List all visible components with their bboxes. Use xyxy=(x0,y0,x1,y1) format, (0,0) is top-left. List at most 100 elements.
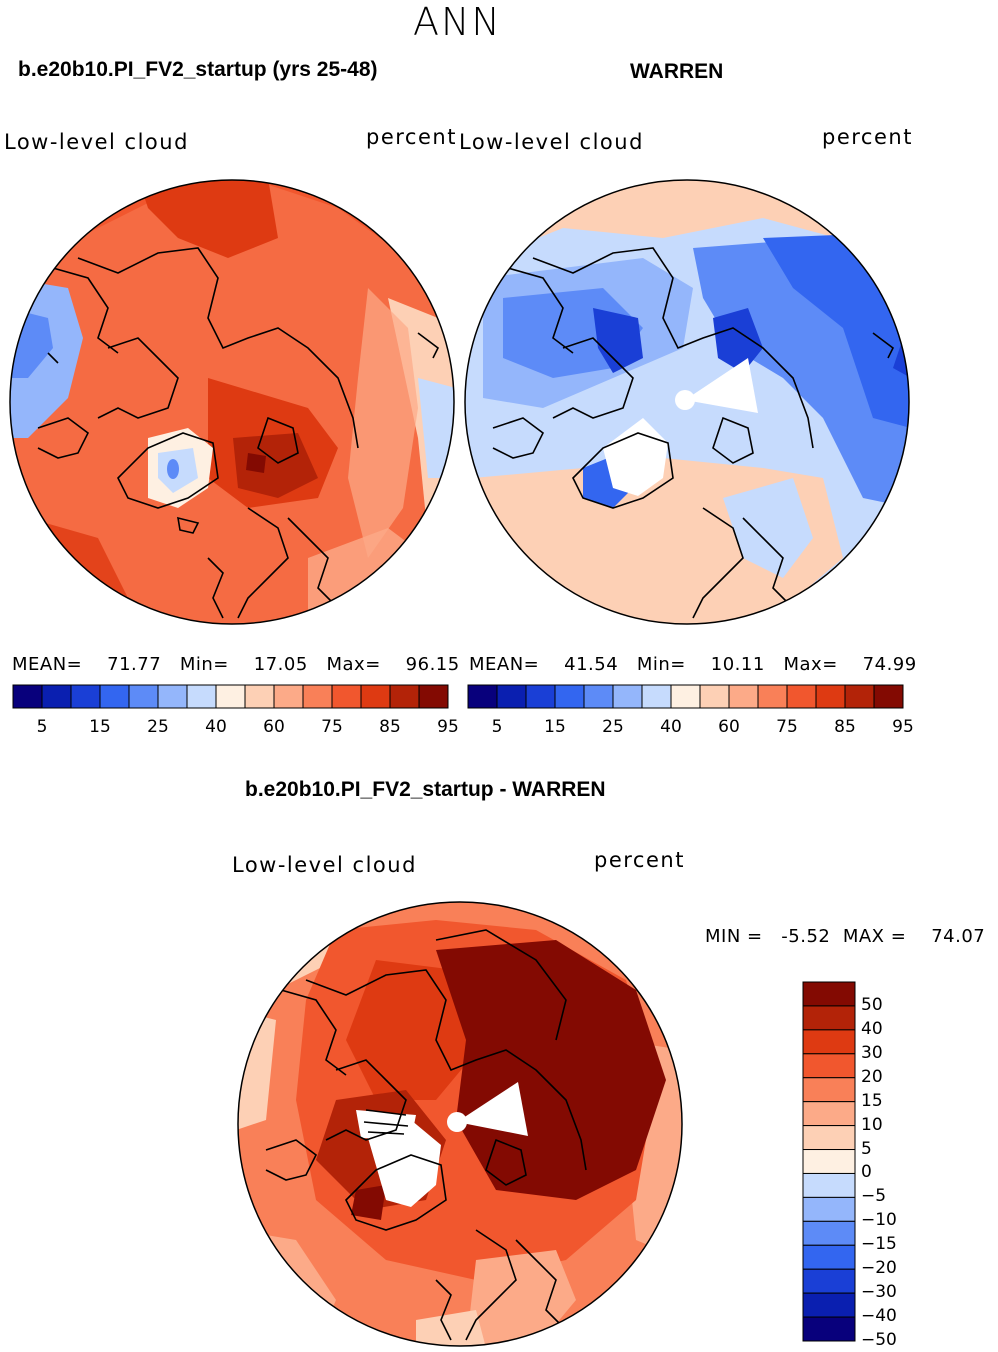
season-title: ANN xyxy=(413,0,502,44)
panel1-colorbar-swatch xyxy=(186,684,217,709)
panel2-colorbar-swatch xyxy=(525,684,556,709)
panel1-variable-label: Low-level cloud xyxy=(4,130,189,154)
panel2-colorbar-swatch xyxy=(757,684,788,709)
panel2-mean-label: MEAN= xyxy=(469,654,540,675)
panel1-units-label: percent xyxy=(366,125,457,149)
panel2-colorbar xyxy=(467,684,904,709)
panel3-colorbar-swatch xyxy=(802,1316,856,1342)
panel2-min-label: Min= xyxy=(636,654,686,675)
panel3-colorbar-swatch xyxy=(802,1268,856,1294)
panel3-stats: MIN = -5.52 MAX = 74.07 xyxy=(705,926,985,947)
panel3-colorbar-tick-label: 30 xyxy=(861,1042,883,1063)
panel3-colorbar-tick-label: −50 xyxy=(861,1330,897,1350)
panel3-colorbar-swatch xyxy=(802,1292,856,1318)
panel1-colorbar-swatch xyxy=(41,684,72,709)
panel3-colorbar-tick-label: −10 xyxy=(861,1210,897,1231)
panel3-colorbar-swatch xyxy=(802,1196,856,1222)
panel1-colorbar-tick-label: 25 xyxy=(147,717,169,737)
panel2-polar-map xyxy=(464,179,910,625)
panel2-min-value: 10.11 xyxy=(710,654,765,675)
panel3-max-label: MAX = xyxy=(842,926,907,947)
panel2-case-title: WARREN xyxy=(630,60,724,83)
panel1-mean-label: MEAN= xyxy=(12,654,83,675)
panel3-colorbar-tick-label: −20 xyxy=(861,1258,897,1279)
panel1-colorbar-swatch xyxy=(331,684,362,709)
panel3-colorbar-tick-label: −5 xyxy=(861,1186,887,1207)
panel3-colorbar-swatch xyxy=(802,1053,856,1079)
panel3-colorbar-swatch xyxy=(802,1244,856,1270)
panel3-max-value: 74.07 xyxy=(931,926,986,947)
panel2-units-label: percent xyxy=(822,125,913,149)
panel2-variable-label: Low-level cloud xyxy=(459,130,644,154)
panel3-units-label: percent xyxy=(594,848,685,872)
panel1-colorbar-swatch xyxy=(70,684,101,709)
panel2-colorbar-tick-label: 25 xyxy=(602,717,624,737)
panel1-mean-value: 71.77 xyxy=(107,654,162,675)
panel2-max-label: Max= xyxy=(783,654,838,675)
panel2-colorbar-tick-label: 75 xyxy=(776,717,798,737)
panel3-colorbar-tick-label: 20 xyxy=(861,1066,883,1087)
panel3-colorbar-swatch xyxy=(802,1220,856,1246)
panel1-colorbar-tick-label: 85 xyxy=(379,717,401,737)
panel1-colorbar-tick-label: 15 xyxy=(89,717,111,737)
panel3-colorbar xyxy=(802,981,856,1342)
panel2-colorbar-tick-label: 95 xyxy=(892,717,914,737)
panel2-colorbar-tick-label: 15 xyxy=(544,717,566,737)
panel1-stats: MEAN= 71.77 Min= 17.05 Max= 96.15 xyxy=(12,654,460,675)
panel3-colorbar-swatch xyxy=(802,1101,856,1127)
panel2-colorbar-tick-label: 85 xyxy=(834,717,856,737)
panel3-colorbar-tick-label: −30 xyxy=(861,1282,897,1303)
panel1-colorbar-tick-label: 60 xyxy=(263,717,285,737)
panel2-colorbar-swatch xyxy=(612,684,643,709)
panel3-colorbar-tick-label: 10 xyxy=(861,1114,883,1135)
panel2-stats: MEAN= 41.54 Min= 10.11 Max= 74.99 xyxy=(469,654,917,675)
panel2-colorbar-tick-label: 60 xyxy=(718,717,740,737)
panel3-colorbar-swatch xyxy=(802,1172,856,1198)
panel2-colorbar-swatch xyxy=(496,684,527,709)
panel1-max-label: Max= xyxy=(326,654,381,675)
panel3-colorbar-tick-label: 5 xyxy=(861,1138,872,1159)
panel3-colorbar-swatch xyxy=(802,1005,856,1031)
panel1-colorbar-swatch xyxy=(12,684,43,709)
panel3-colorbar-swatch xyxy=(802,1029,856,1055)
panel3-colorbar-tick-label: −40 xyxy=(861,1306,897,1327)
panel2-colorbar-swatch xyxy=(873,684,904,709)
panel2-colorbar-swatch xyxy=(583,684,614,709)
panel3-min-label: MIN = xyxy=(705,926,763,947)
panel2-colorbar-swatch xyxy=(467,684,498,709)
panel2-max-value: 74.99 xyxy=(862,654,917,675)
panel1-polar-map xyxy=(9,179,455,625)
panel2-colorbar-tick-label: 5 xyxy=(491,717,503,737)
panel3-colorbar-swatch xyxy=(802,1149,856,1174)
panel1-colorbar-tick-label: 95 xyxy=(437,717,459,737)
panel3-colorbar-tick-label: 50 xyxy=(861,994,883,1015)
panel1-min-label: Min= xyxy=(179,654,229,675)
panel2-colorbar-swatch xyxy=(699,684,730,709)
panel1-colorbar-swatch xyxy=(215,684,246,709)
panel2-colorbar-swatch xyxy=(554,684,585,709)
panel1-colorbar-tick-label: 75 xyxy=(321,717,343,737)
panel2-colorbar-swatch xyxy=(641,684,672,709)
panel3-colorbar-tick-label: 40 xyxy=(861,1018,883,1039)
panel2-colorbar-tick-label: 40 xyxy=(660,717,682,737)
panel2-colorbar-swatch xyxy=(786,684,817,709)
panel2-colorbar-swatch xyxy=(670,684,701,709)
panel3-colorbar-swatch xyxy=(802,981,856,1007)
panel3-colorbar-tick-label: −15 xyxy=(861,1234,897,1255)
panel1-min-value: 17.05 xyxy=(253,654,308,675)
panel3-colorbar-tick-label: 0 xyxy=(861,1162,872,1183)
panel1-colorbar-swatch xyxy=(360,684,391,709)
panel1-colorbar-swatch xyxy=(302,684,333,709)
panel1-case-title: b.e20b10.PI_FV2_startup (yrs 25-48) xyxy=(18,58,378,81)
panel3-colorbar-tick-label: 15 xyxy=(861,1090,883,1111)
panel1-colorbar-swatch xyxy=(389,684,420,709)
panel1-colorbar xyxy=(12,684,449,709)
panel1-max-value: 96.15 xyxy=(405,654,460,675)
panel1-colorbar-tick-label: 40 xyxy=(205,717,227,737)
panel3-colorbar-swatch xyxy=(802,1077,856,1103)
panel1-colorbar-tick-label: 5 xyxy=(36,717,48,737)
panel3-colorbar-swatch xyxy=(802,1125,856,1151)
panel2-mean-value: 41.54 xyxy=(564,654,619,675)
panel3-min-value: -5.52 xyxy=(781,926,831,947)
panel1-colorbar-swatch xyxy=(244,684,275,709)
